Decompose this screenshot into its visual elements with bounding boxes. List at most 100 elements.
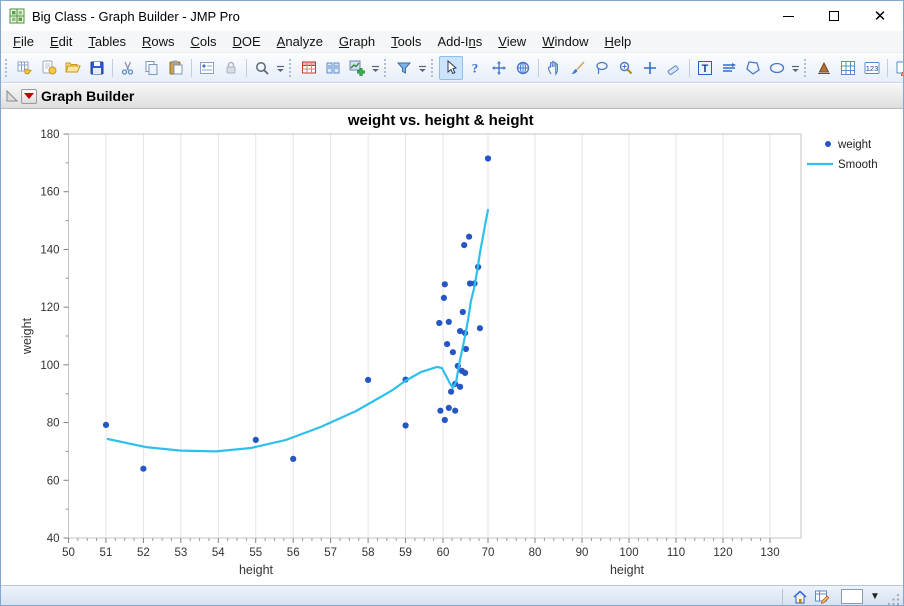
scatter-point[interactable] — [448, 388, 455, 395]
x-tick-label[interactable]: 54 — [212, 547, 225, 559]
scatter-point[interactable] — [365, 376, 372, 383]
x-tick-label[interactable]: 70 — [482, 547, 495, 559]
maximize-button[interactable] — [811, 1, 857, 31]
home-icon[interactable] — [789, 587, 811, 606]
y-tick-label[interactable]: 80 — [47, 418, 60, 430]
preferences-icon[interactable] — [195, 56, 219, 80]
menu-analyze[interactable]: Analyze — [276, 34, 323, 49]
eraser-tool-icon[interactable] — [662, 56, 686, 80]
x-tick-label[interactable]: 51 — [100, 547, 113, 559]
annotate-icon[interactable] — [891, 56, 903, 80]
scatter-point[interactable] — [466, 233, 473, 240]
crosshair-tool-icon[interactable] — [638, 56, 662, 80]
scatter-point[interactable] — [462, 369, 469, 376]
edit-table-icon[interactable] — [811, 587, 833, 606]
arrow-tool-icon[interactable] — [439, 55, 463, 80]
cut-icon[interactable] — [116, 56, 140, 80]
x-tick-label[interactable]: 56 — [287, 547, 300, 559]
menu-help[interactable]: Help — [604, 34, 632, 49]
scatter-point[interactable] — [452, 407, 459, 414]
chart-title[interactable]: weight vs. height & height — [347, 112, 534, 129]
y-axis-title[interactable]: weight — [20, 317, 34, 355]
menu-doe[interactable]: DOE — [232, 34, 261, 49]
scatter-point[interactable] — [437, 407, 444, 414]
x-tick-label[interactable]: 50 — [62, 547, 75, 559]
menu-edit[interactable]: Edit — [49, 34, 73, 49]
y-tick-label[interactable]: 160 — [40, 187, 59, 199]
toolbar-overflow-icon[interactable] — [789, 56, 802, 80]
y-tick-label[interactable]: 120 — [40, 302, 59, 314]
scatter-point[interactable] — [457, 328, 464, 335]
y-tick-label[interactable]: 40 — [47, 533, 60, 545]
menu-view[interactable]: View — [498, 34, 527, 49]
graph-builder-add-icon[interactable] — [345, 56, 369, 80]
scatter-point[interactable] — [462, 345, 469, 353]
help-tool-icon[interactable]: ? — [463, 56, 487, 80]
scatter-point[interactable] — [252, 436, 259, 443]
scatter-point[interactable] — [445, 318, 452, 325]
data-table-icon[interactable] — [297, 56, 321, 80]
scatter-point[interactable] — [466, 280, 474, 287]
x-tick-label[interactable]: 55 — [249, 547, 262, 559]
grabber-tool-icon[interactable] — [542, 56, 566, 80]
menu-tables[interactable]: Tables — [88, 34, 126, 49]
lock-icon[interactable] — [219, 56, 243, 80]
resize-grip[interactable] — [887, 593, 901, 605]
x-tick-label[interactable]: 58 — [362, 547, 375, 559]
legend-label[interactable]: weight — [837, 139, 872, 151]
brush-tool-icon[interactable] — [566, 56, 590, 80]
scatter-point[interactable] — [402, 422, 409, 429]
toolbar-overflow-icon[interactable] — [274, 56, 287, 80]
minimize-button[interactable] — [765, 1, 811, 31]
scatter-point[interactable] — [441, 281, 448, 288]
scatter-point[interactable] — [459, 308, 466, 316]
toolbar-overflow-icon[interactable] — [416, 56, 429, 80]
toolbar-grip[interactable] — [384, 58, 389, 77]
save-icon[interactable] — [85, 56, 109, 80]
menu-file[interactable]: File — [13, 34, 34, 49]
menu-cols[interactable]: Cols — [190, 34, 217, 49]
scatter-point[interactable] — [476, 325, 483, 332]
scatter-point[interactable] — [461, 242, 468, 249]
swatch-dropdown-icon[interactable]: ▼ — [870, 591, 880, 602]
toolbar-grip[interactable] — [804, 58, 809, 77]
scatter-point[interactable] — [484, 155, 492, 162]
selection-tool-icon[interactable] — [511, 56, 535, 80]
toolbar-grip[interactable] — [431, 58, 436, 77]
color-swatch[interactable] — [841, 589, 863, 604]
formula-icon[interactable]: 123 — [860, 56, 884, 80]
x-tick-label[interactable]: 130 — [760, 547, 779, 559]
x-tick-label[interactable]: 110 — [667, 547, 685, 559]
x-tick-label[interactable]: 80 — [529, 547, 542, 559]
menu-rows[interactable]: Rows — [141, 34, 175, 49]
legend-label[interactable]: Smooth — [838, 159, 878, 171]
move-tool-icon[interactable] — [487, 56, 511, 80]
columns-viewer-icon[interactable] — [321, 56, 345, 80]
scatter-point[interactable] — [457, 383, 464, 390]
x-tick-label[interactable]: 53 — [174, 547, 187, 559]
search-icon[interactable] — [250, 56, 274, 80]
open-file-icon[interactable] — [61, 56, 85, 80]
data-filter-icon[interactable] — [392, 56, 416, 80]
menu-graph[interactable]: Graph — [338, 34, 376, 49]
copy-icon[interactable] — [140, 56, 164, 80]
scatter-point[interactable] — [449, 349, 456, 356]
lasso-tool-icon[interactable] — [590, 56, 614, 80]
x-axis-title[interactable]: height — [610, 563, 645, 577]
oval-tool-icon[interactable] — [765, 56, 789, 80]
y-tick-label[interactable]: 140 — [40, 244, 59, 256]
paste-icon[interactable] — [164, 56, 188, 80]
red-triangle-menu-button[interactable] — [21, 88, 37, 104]
new-journal-icon[interactable] — [37, 56, 61, 80]
new-data-table-icon[interactable] — [13, 56, 37, 80]
scatter-point[interactable] — [440, 294, 447, 301]
scatter-point[interactable] — [140, 465, 147, 472]
sort-ordering-icon[interactable] — [812, 56, 836, 80]
text-tool-icon[interactable]: T — [693, 56, 717, 80]
x-tick-label[interactable]: 52 — [137, 547, 150, 559]
scatter-point[interactable] — [102, 421, 110, 428]
x-axis-title[interactable]: height — [239, 563, 274, 577]
scatter-point[interactable] — [445, 404, 452, 411]
scatter-point[interactable] — [441, 416, 448, 424]
x-tick-label[interactable]: 57 — [324, 547, 337, 559]
